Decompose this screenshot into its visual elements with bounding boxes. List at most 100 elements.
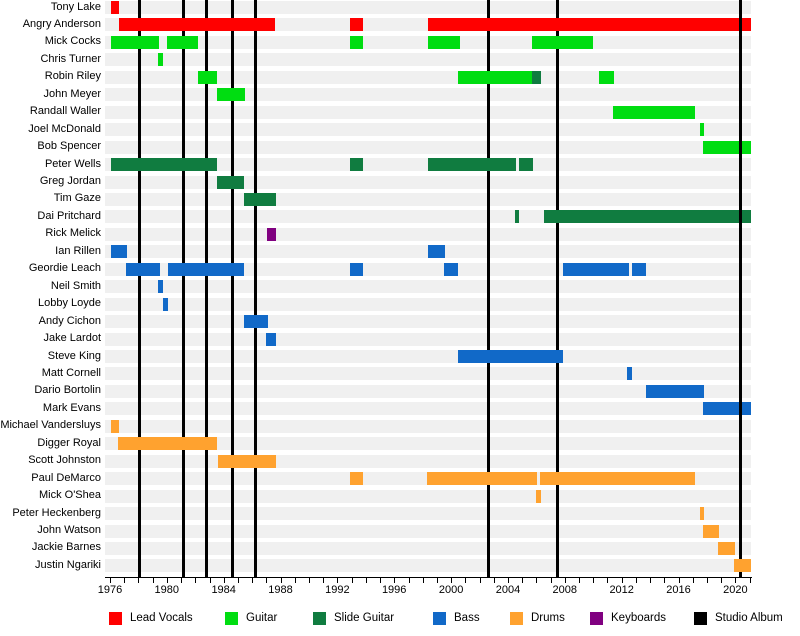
member-label: Robin Riley [44, 70, 101, 83]
timeline-bar-bass [266, 332, 277, 346]
timeline-bar-lead_vocals [110, 1, 120, 14]
member-label: Neil Smith [50, 279, 101, 292]
timeline-bar-slide_guitar [427, 158, 516, 172]
timeline-bar-guitar [532, 35, 594, 49]
axis-year-label: 1980 [154, 584, 180, 596]
timeline-bar-slide_guitar [350, 158, 363, 172]
studio-album-line [231, 0, 235, 577]
axis-tick [721, 578, 723, 583]
timeline-bar-guitar [598, 70, 615, 84]
timeline-bar-bass [162, 297, 169, 311]
legend-swatch-slide_guitar [313, 612, 326, 625]
timeline-bar-bass [562, 262, 629, 276]
axis-tick [309, 578, 310, 583]
axis-tick [735, 578, 737, 583]
legend-label: Studio Album [715, 612, 783, 624]
row-stripe [105, 105, 751, 119]
member-label: Paul DeMarco [31, 471, 101, 484]
timeline-bar-drums [117, 437, 217, 451]
row-stripe [105, 297, 751, 311]
timeline-bar-drums [539, 472, 696, 486]
timeline-bar-slide_guitar [110, 158, 218, 172]
row-stripe [105, 489, 751, 503]
member-label: Angry Anderson [22, 17, 101, 30]
row-stripe [105, 402, 751, 416]
axis-year-label: 1976 [97, 584, 123, 596]
axis-tick [408, 578, 410, 583]
axis-tick [181, 578, 182, 583]
row-stripe [105, 507, 751, 521]
legend-label: Slide Guitar [334, 612, 395, 624]
timeline-bar-drums [699, 507, 705, 521]
timeline-bar-guitar [350, 35, 363, 49]
row-stripe [105, 419, 751, 433]
legend-swatch-keyboards [590, 612, 603, 625]
axis-tick [110, 578, 111, 583]
row-stripe [105, 454, 751, 468]
axis-tick [522, 578, 524, 583]
member-label: Matt Cornell [41, 366, 101, 379]
timeline-bar-bass [458, 350, 563, 363]
member-label: Jake Lardot [43, 332, 101, 345]
row-stripe [105, 53, 751, 67]
member-label: Jackie Barnes [31, 541, 101, 554]
axis-tick [152, 578, 154, 583]
timeline-bar-slide_guitar [543, 210, 751, 224]
timeline-bar-guitar [217, 88, 245, 102]
axis-year-label: 1988 [268, 584, 293, 596]
member-label: Michael Vandersluys [0, 419, 101, 432]
axis-tick [394, 578, 396, 583]
timeline-bar-guitar [166, 35, 199, 49]
timeline-bar-bass [243, 315, 269, 329]
axis-year-label: 2004 [495, 584, 521, 596]
row-stripe [105, 367, 751, 381]
row-stripe [105, 123, 751, 137]
axis-tick [237, 578, 239, 583]
timeline-bar-drums [218, 454, 277, 468]
row-stripe [105, 88, 751, 102]
row-stripe [105, 192, 751, 206]
timeline-bar-bass [631, 262, 647, 276]
timeline-bar-bass [158, 280, 163, 294]
axis-tick [280, 578, 282, 583]
member-label: Tony Lake [50, 0, 101, 13]
member-label: Dai Pritchard [37, 209, 101, 222]
axis-baseline [105, 577, 752, 578]
member-label: John Meyer [43, 87, 101, 100]
axis-tick [650, 578, 652, 583]
legend-label: Lead Vocals [130, 612, 193, 624]
timeline-bar-lead_vocals [427, 18, 751, 32]
row-stripe [105, 280, 751, 294]
legend-swatch-guitar [225, 612, 238, 625]
timeline-bar-drums [350, 472, 363, 486]
timeline-bar-drums [536, 489, 541, 503]
timeline-bar-bass [702, 402, 751, 416]
legend-label: Bass [454, 612, 480, 624]
axis-tick [479, 578, 481, 583]
axis-tick [593, 578, 595, 583]
timeline-bar-slide_guitar [532, 70, 542, 84]
axis-tick [536, 578, 538, 583]
timeline-bar-guitar [458, 70, 533, 84]
axis-year-label: 1984 [211, 584, 236, 596]
timeline-bar-drums [717, 541, 735, 555]
axis-year-label: 2012 [609, 584, 634, 596]
timeline-bar-bass [125, 262, 160, 276]
legend-label: Guitar [246, 612, 278, 624]
row-stripe [105, 541, 751, 555]
axis-tick [351, 578, 353, 583]
studio-album-line [205, 0, 209, 577]
member-label: Lobby Loyde [38, 297, 101, 310]
axis-tick [124, 578, 126, 583]
timeline-bar-drums [110, 419, 120, 433]
member-label: Steve King [47, 349, 101, 362]
timeline-bar-guitar [699, 123, 705, 137]
row-stripe [105, 437, 751, 451]
member-label: Chris Turner [40, 52, 101, 65]
timeline-bar-guitar [702, 140, 751, 154]
member-label: Geordie Leach [28, 262, 101, 275]
axis-tick [166, 578, 168, 583]
axis-tick [678, 578, 680, 583]
axis-year-label: 2020 [723, 584, 748, 596]
axis-tick [550, 578, 552, 583]
